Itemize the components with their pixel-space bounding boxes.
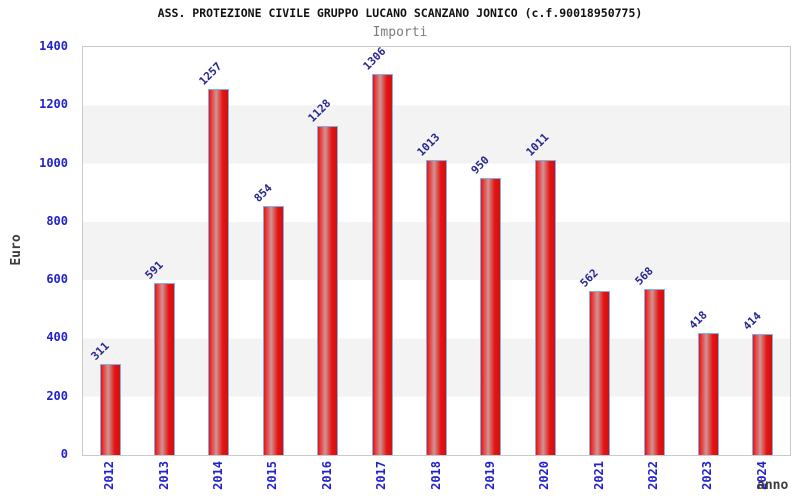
y-tick-1000: 1000: [39, 155, 68, 170]
x-tick-2012: 2012: [102, 461, 117, 490]
bar-2018: 1013: [415, 131, 447, 455]
y-tick-1400: 1400: [39, 39, 68, 53]
x-tick-2018: 2018: [428, 461, 443, 490]
bar-2021: 562: [578, 267, 611, 455]
bar-value-label: 562: [577, 266, 601, 290]
x-axis-label: anno: [757, 478, 789, 493]
chart-subtitle: Importi: [372, 25, 428, 40]
y-tick-600: 600: [46, 272, 68, 287]
bar-value-label: 854: [251, 181, 275, 205]
bar-2012: 311: [88, 340, 121, 455]
bar-value-label: 950: [468, 153, 493, 177]
x-tick-2022: 2022: [646, 461, 661, 490]
x-tick-2014: 2014: [210, 461, 225, 490]
chart-title: ASS. PROTEZIONE CIVILE GRUPPO LUCANO SCA…: [157, 6, 643, 20]
x-tick-2016: 2016: [319, 461, 334, 490]
plot-area: 311 591 1257 854 1128 1306 1013 950 1011 562 568 41…: [82, 45, 791, 456]
bar-2020: 1011: [523, 131, 556, 455]
bar-2015: 854: [251, 182, 284, 455]
bar-value-label: 418: [686, 308, 710, 332]
bar-2017: 1306: [360, 45, 393, 455]
bar-value-label: 311: [88, 339, 112, 364]
x-tick-2017: 2017: [374, 461, 389, 490]
x-axis-ticks: 2012 2013 2014 2015 2016 2017 2018 2019 2020 2021…: [82, 461, 789, 500]
bar-value-label: 591: [142, 258, 166, 282]
bar-2024: 414: [741, 310, 774, 455]
x-tick-2020: 2020: [537, 461, 552, 490]
x-tick-2019: 2019: [482, 461, 497, 490]
bar-value-label: 414: [740, 309, 765, 334]
bar-2016: 1128: [306, 97, 339, 455]
y-tick-400: 400: [46, 330, 68, 345]
bar-value-label: 1011: [523, 131, 552, 160]
y-axis-ticks: 0 200 400 600 800 1000 1200 1400: [0, 40, 75, 460]
bar-2014: 1257: [197, 59, 230, 455]
bar-value-label: 1306: [360, 45, 389, 74]
bar-value-label: 568: [632, 264, 656, 289]
bar-value-label: 1257: [196, 59, 225, 88]
bar-2013: 591: [143, 258, 176, 455]
y-tick-200: 200: [46, 388, 68, 403]
x-tick-2021: 2021: [591, 461, 606, 490]
bar-2019: 950: [469, 154, 502, 455]
x-tick-2015: 2015: [265, 461, 280, 490]
x-tick-2023: 2023: [700, 461, 715, 490]
x-tick-2013: 2013: [156, 461, 171, 490]
y-tick-1200: 1200: [39, 97, 68, 112]
bar-value-label: 1013: [414, 130, 443, 159]
bar-2022: 568: [632, 265, 665, 455]
bar-2023: 418: [686, 309, 719, 455]
y-tick-800: 800: [46, 213, 68, 228]
bar-value-label: 1128: [305, 97, 334, 125]
y-tick-0: 0: [60, 447, 68, 461]
